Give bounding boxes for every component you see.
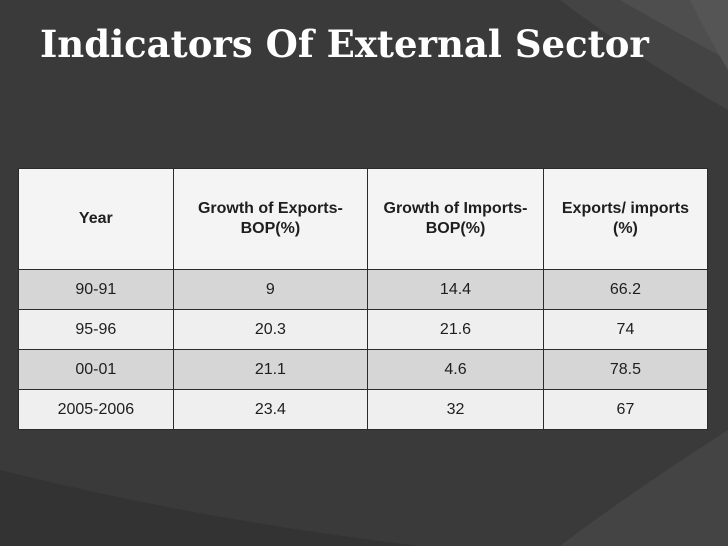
header-growth-imports: Growth of Imports-BOP(%) (367, 168, 544, 270)
table-row: 2005-2006 23.4 32 67 (18, 389, 709, 430)
header-exports-imports-ratio: Exports/ imports (%) (542, 168, 709, 270)
cell-exports-imports-ratio: 66.2 (542, 269, 709, 310)
cell-growth-imports: 14.4 (367, 269, 544, 310)
cell-year: 2005-2006 (18, 389, 174, 430)
cell-growth-exports: 20.3 (172, 309, 369, 350)
cell-growth-imports: 32 (367, 389, 544, 430)
header-growth-exports: Growth of Exports-BOP(%) (172, 168, 369, 270)
cell-growth-exports: 9 (172, 269, 369, 310)
cell-exports-imports-ratio: 78.5 (542, 349, 709, 390)
slide-title: Indicators Of External Sector (40, 22, 649, 66)
cell-year: 95-96 (18, 309, 174, 350)
table-row: 90-91 9 14.4 66.2 (18, 269, 709, 310)
cell-growth-exports: 23.4 (172, 389, 369, 430)
cell-exports-imports-ratio: 67 (542, 389, 709, 430)
cell-year: 90-91 (18, 269, 174, 310)
cell-exports-imports-ratio: 74 (542, 309, 709, 350)
indicators-table: Year Growth of Exports-BOP(%) Growth of … (18, 168, 709, 430)
table-header-row: Year Growth of Exports-BOP(%) Growth of … (18, 168, 709, 270)
indicators-table-container: Year Growth of Exports-BOP(%) Growth of … (18, 168, 709, 430)
cell-growth-imports: 21.6 (367, 309, 544, 350)
cell-year: 00-01 (18, 349, 174, 390)
cell-growth-imports: 4.6 (367, 349, 544, 390)
table-row: 00-01 21.1 4.6 78.5 (18, 349, 709, 390)
cell-growth-exports: 21.1 (172, 349, 369, 390)
table-row: 95-96 20.3 21.6 74 (18, 309, 709, 350)
header-year: Year (18, 168, 174, 270)
